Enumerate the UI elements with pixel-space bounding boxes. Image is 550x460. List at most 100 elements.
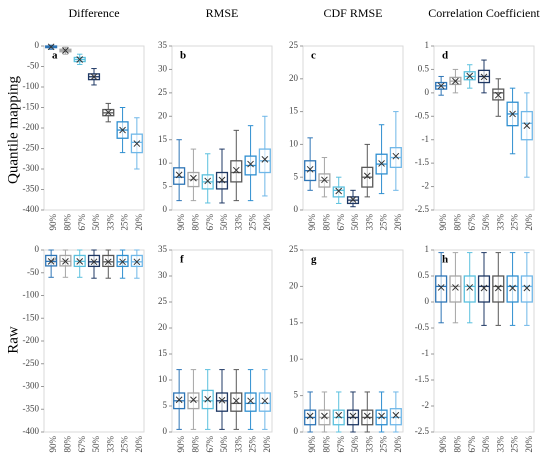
y-tick-label: -100	[23, 81, 40, 91]
y-tick-label: 0.5	[418, 63, 430, 73]
row-label: Quantile mapping	[5, 76, 21, 184]
y-tick-label: 15	[158, 348, 168, 358]
x-tick-label: 20%	[134, 214, 144, 231]
x-tick-label: 25%	[510, 214, 520, 231]
x-tick-label: 33%	[364, 214, 374, 231]
y-tick-label: 15	[158, 134, 168, 144]
y-tick-label: 15	[289, 317, 299, 327]
y-tick-label: 0.5	[418, 270, 430, 280]
y-tick-label: 35	[158, 244, 168, 254]
y-tick-label: 20	[158, 110, 168, 120]
mean-marker	[363, 172, 371, 180]
x-tick-label: 25%	[248, 436, 258, 453]
panel-title: CDF RMSE	[323, 6, 382, 20]
box	[215, 392, 229, 412]
mean-marker	[218, 396, 226, 404]
x-tick-label: 90%	[48, 214, 58, 231]
x-tick-label: 90%	[438, 214, 448, 231]
mean-marker	[62, 47, 69, 54]
mean-marker	[480, 284, 488, 292]
y-tick-label: -300	[23, 163, 40, 173]
mean-marker	[480, 73, 488, 81]
mean-marker	[204, 395, 212, 403]
mean-marker	[494, 91, 502, 99]
y-tick-label: -350	[23, 184, 40, 194]
y-tick-label: 25	[158, 296, 168, 306]
plot-frame	[171, 249, 273, 433]
box	[230, 160, 243, 183]
y-tick-label: -400	[23, 426, 40, 436]
x-tick-label: 33%	[105, 436, 115, 453]
y-tick-label: 30	[158, 63, 168, 73]
y-tick-label: 5	[294, 171, 299, 181]
box	[463, 275, 476, 303]
mean-marker	[509, 284, 516, 292]
panel-letter: a	[52, 50, 58, 62]
y-tick-label: -2.5	[415, 204, 430, 214]
y-tick-label: -0.5	[415, 322, 430, 332]
x-tick-label: 33%	[233, 214, 243, 231]
y-tick-label: 0	[163, 426, 168, 436]
mean-marker	[321, 176, 328, 184]
y-tick-label: 20	[289, 280, 299, 290]
mean-marker	[204, 177, 212, 185]
x-tick-label: 80%	[62, 214, 72, 231]
y-tick-label: 15	[289, 106, 299, 116]
box	[230, 392, 243, 412]
mean-marker	[437, 82, 445, 90]
y-tick-label: -250	[23, 358, 40, 368]
y-tick-label: 5	[163, 181, 168, 191]
panel-letter: f	[180, 254, 184, 266]
mean-marker	[62, 258, 69, 265]
x-tick-label: 90%	[48, 436, 58, 453]
y-tick-label: -350	[23, 403, 40, 413]
panel-letter: g	[311, 254, 317, 266]
mean-marker	[232, 166, 240, 174]
x-tick-label: 67%	[205, 436, 215, 453]
box	[258, 392, 271, 412]
row-label: Raw	[5, 326, 21, 354]
mean-marker	[306, 165, 314, 173]
x-tick-label: 50%	[350, 214, 360, 231]
mean-marker	[247, 160, 254, 168]
mean-marker	[261, 397, 269, 405]
y-tick-label: -50	[27, 61, 39, 71]
x-tick-label: 90%	[307, 436, 317, 453]
box	[449, 275, 462, 303]
mean-marker	[335, 411, 343, 419]
box	[520, 275, 533, 303]
x-tick-label: 50%	[350, 436, 360, 453]
mean-marker	[509, 110, 516, 118]
x-tick-label: 33%	[495, 436, 505, 453]
mean-marker	[452, 284, 459, 291]
y-tick-label: 0	[294, 426, 299, 436]
x-tick-label: 25%	[120, 436, 130, 453]
y-tick-label: -250	[23, 143, 40, 153]
panel-title: Difference	[68, 6, 119, 20]
y-tick-label: 10	[158, 374, 168, 384]
box	[492, 275, 505, 303]
x-tick-label: 50%	[481, 436, 491, 453]
mean-marker	[335, 187, 343, 195]
y-tick-label: -150	[23, 312, 40, 322]
y-tick-label: 20	[158, 322, 168, 332]
x-tick-label: 67%	[77, 436, 87, 453]
panel-letter: c	[311, 50, 316, 62]
x-tick-label: 33%	[233, 436, 243, 453]
x-tick-label: 20%	[524, 214, 534, 231]
x-tick-label: 33%	[105, 214, 115, 231]
mean-marker	[452, 77, 459, 85]
box	[244, 392, 257, 412]
x-tick-label: 25%	[379, 214, 389, 231]
mean-marker	[218, 176, 226, 184]
x-tick-label: 20%	[262, 214, 272, 231]
plot-frame	[171, 45, 273, 211]
x-tick-label: 67%	[336, 214, 346, 231]
x-tick-label: 50%	[91, 436, 101, 453]
mean-marker	[466, 284, 474, 291]
y-tick-label: 5	[163, 400, 168, 410]
x-tick-label: 20%	[134, 436, 144, 453]
y-tick-label: 35	[158, 40, 168, 50]
x-tick-label: 20%	[393, 436, 403, 453]
